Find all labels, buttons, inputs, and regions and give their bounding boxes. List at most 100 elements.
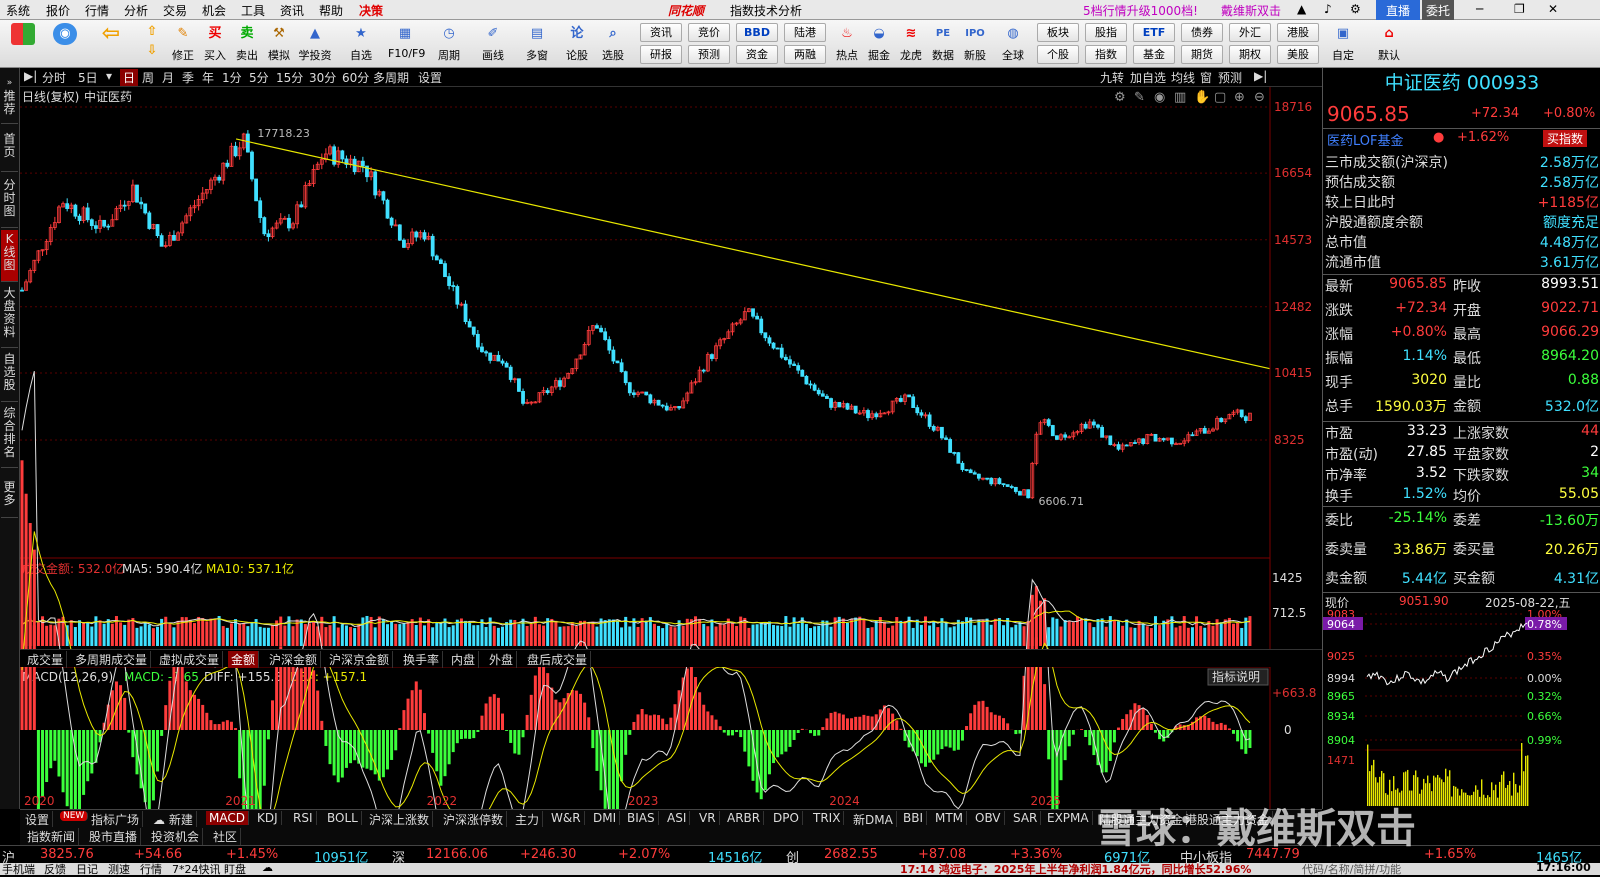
- volume-tab[interactable]: 虚拟成交量: [156, 651, 223, 668]
- bottom-tab[interactable]: 投资机会: [148, 828, 203, 845]
- up-button[interactable]: ⇧⇩: [135, 22, 169, 66]
- period-button[interactable]: ◷周期: [432, 22, 466, 66]
- volume-tab[interactable]: 沪深金额: [266, 651, 321, 668]
- tool-small-button[interactable]: 竞价: [688, 23, 730, 42]
- volume-tab[interactable]: 沪深京金额: [326, 651, 393, 668]
- period-tab[interactable]: 季: [182, 69, 194, 86]
- draw-button[interactable]: ✐画线: [476, 22, 510, 66]
- volume-tab[interactable]: 多周期成交量: [72, 651, 151, 668]
- indicator-tab[interactable]: BBI: [900, 811, 927, 825]
- period-tab[interactable]: 5分: [249, 69, 269, 86]
- volume-tab-active[interactable]: 金额: [228, 651, 259, 668]
- restore-icon[interactable]: ❐: [1514, 2, 1525, 16]
- menu-item[interactable]: 报价: [46, 2, 70, 19]
- fix-button[interactable]: ✎修正: [166, 22, 200, 66]
- pick-stock-button[interactable]: ⌕选股: [596, 22, 630, 66]
- volume-tab[interactable]: 换手率: [400, 651, 443, 668]
- pen-icon[interactable]: ✎: [1134, 90, 1145, 105]
- indicator-tab[interactable]: 沪深上涨数: [366, 811, 433, 828]
- indicator-tab[interactable]: W&R: [548, 811, 585, 825]
- create-indicator[interactable]: ☁ 新建: [150, 811, 197, 828]
- trust-button[interactable]: 委托: [1422, 0, 1454, 21]
- hand-icon[interactable]: ✋: [1194, 89, 1210, 105]
- tool-small-button[interactable]: 外汇: [1229, 23, 1271, 42]
- period-tab[interactable]: 设置: [418, 69, 442, 86]
- indicator-tab[interactable]: 指标广场: [88, 811, 143, 828]
- sell-button[interactable]: 卖卖出: [230, 22, 264, 66]
- nav-timeshare[interactable]: 分时图: [1, 176, 18, 228]
- menu-item[interactable]: 分析: [124, 2, 148, 19]
- nav-market-info[interactable]: 大盘资料: [1, 284, 18, 348]
- multiwindow-button[interactable]: ▤多窗: [520, 22, 554, 66]
- trend-line[interactable]: [236, 139, 1270, 369]
- lock-icon[interactable]: ▢: [1214, 90, 1226, 105]
- nav-kline[interactable]: K线图: [1, 230, 18, 282]
- live-button[interactable]: 直播: [1376, 0, 1420, 21]
- predict-button[interactable]: 预测: [1218, 69, 1242, 86]
- period-tab[interactable]: 分时: [42, 69, 66, 86]
- indicator-tab[interactable]: VR: [696, 811, 720, 825]
- tool-small-button[interactable]: 资讯: [640, 23, 682, 42]
- robot-button[interactable]: ◉: [48, 22, 82, 66]
- volume-tab[interactable]: 成交量: [24, 651, 67, 668]
- menu-item[interactable]: 行情: [85, 2, 109, 19]
- hot-button[interactable]: ♨热点: [830, 22, 864, 66]
- user-icon[interactable]: ▲: [1297, 2, 1306, 16]
- watchlist-button[interactable]: ★自选: [344, 22, 378, 66]
- indicator-tab[interactable]: DMI: [590, 811, 620, 825]
- tool-small-button[interactable]: 基金: [1133, 45, 1175, 64]
- period-tab[interactable]: 60分: [342, 69, 369, 86]
- menu-item-decision[interactable]: 决策: [359, 2, 383, 19]
- add-watch-button[interactable]: 加自选: [1130, 69, 1166, 86]
- dropdown-icon[interactable]: ▾: [106, 69, 112, 83]
- bottom-tab[interactable]: 社区: [210, 828, 241, 845]
- menu-item[interactable]: 机会: [202, 2, 226, 19]
- talk-button[interactable]: 论论股: [560, 22, 594, 66]
- gold-button[interactable]: ◒掘金: [862, 22, 896, 66]
- tool-small-button[interactable]: 两融: [784, 45, 826, 64]
- nine-turn-button[interactable]: 九转: [1100, 69, 1124, 86]
- period-tab[interactable]: 15分: [276, 69, 303, 86]
- minimize-icon[interactable]: ─: [1476, 2, 1483, 16]
- indicator-tab[interactable]: RSI: [290, 811, 317, 825]
- menu-item[interactable]: 帮助: [319, 2, 343, 19]
- period-tab[interactable]: 月: [162, 69, 174, 86]
- close-icon[interactable]: ✕: [1548, 2, 1558, 16]
- gear-icon[interactable]: ⚙: [1350, 2, 1361, 16]
- custom-button[interactable]: ▣自定: [1326, 22, 1360, 66]
- menu-item[interactable]: 系统: [6, 2, 30, 19]
- tool-small-button[interactable]: 港股: [1277, 23, 1319, 42]
- dragon-button[interactable]: ≋龙虎: [894, 22, 928, 66]
- tool-small-button[interactable]: 研报: [640, 45, 682, 64]
- menu-item[interactable]: 交易: [163, 2, 187, 19]
- period-tab[interactable]: 多周期: [373, 69, 409, 86]
- indicator-tab[interactable]: MTM: [932, 811, 967, 825]
- volume-tab[interactable]: 盘后成交量: [524, 651, 591, 668]
- bell-icon[interactable]: ♪: [1324, 2, 1332, 16]
- nav-recommend[interactable]: »推荐: [1, 72, 18, 124]
- nav-home[interactable]: 首页: [1, 130, 18, 172]
- settings-icon[interactable]: ⚙: [1114, 90, 1126, 105]
- bottom-tab[interactable]: 股市直播: [86, 828, 141, 845]
- tool-small-button[interactable]: ETF: [1133, 23, 1175, 42]
- indicator-tab[interactable]: 新DMA: [850, 811, 897, 828]
- indicator-tab[interactable]: 沪深涨停数: [440, 811, 507, 828]
- indicator-tab[interactable]: EXPMA: [1044, 811, 1093, 825]
- indicator-tab[interactable]: OBV: [972, 811, 1005, 825]
- indicator-tab[interactable]: BIAS: [624, 811, 659, 825]
- buy-button[interactable]: 买买入: [198, 22, 232, 66]
- volume-tab[interactable]: 外盘: [486, 651, 517, 668]
- f10-button[interactable]: ▦F10/F9: [388, 22, 422, 66]
- layout-button[interactable]: [6, 22, 40, 66]
- indicator-tab[interactable]: DPO: [770, 811, 803, 825]
- simulate-button[interactable]: ⚒模拟: [262, 22, 296, 66]
- play-right-icon[interactable]: ▶|: [1254, 69, 1267, 83]
- nav-ranking[interactable]: 综合排名: [1, 404, 18, 468]
- back-button[interactable]: ⇦: [94, 22, 128, 66]
- period-tab-active[interactable]: 日: [120, 69, 138, 86]
- tool-small-button[interactable]: 资金: [736, 45, 778, 64]
- nav-watchlist[interactable]: 自选股: [1, 350, 18, 402]
- tool-small-button[interactable]: 个股: [1037, 45, 1079, 64]
